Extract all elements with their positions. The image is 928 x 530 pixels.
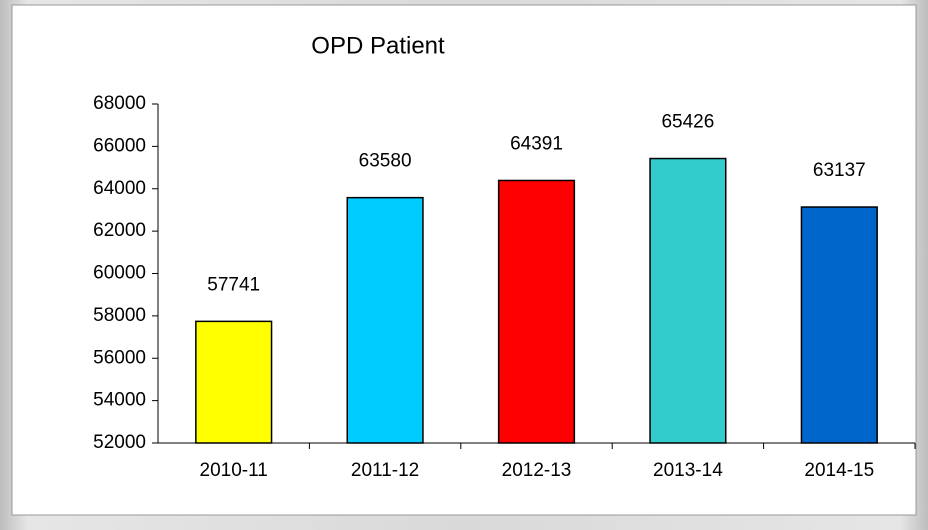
x-tick-label: 2012-13 — [502, 460, 572, 481]
value-label: 63580 — [359, 151, 412, 172]
chart-title: OPD Patient — [311, 32, 445, 59]
value-label: 65426 — [661, 112, 714, 133]
y-tick-label: 56000 — [93, 347, 146, 368]
bar — [800, 206, 878, 444]
x-tick-label: 2014-15 — [804, 460, 874, 481]
x-tick-label: 2011-12 — [351, 460, 419, 481]
y-tick-label: 60000 — [93, 263, 146, 284]
bar — [649, 157, 727, 444]
y-tick-label: 66000 — [93, 135, 146, 156]
y-tick-label: 58000 — [93, 305, 146, 326]
value-label: 63137 — [813, 160, 866, 181]
chart-area — [11, 4, 917, 516]
x-tick-label: 2013-14 — [653, 460, 723, 481]
value-label: 57741 — [207, 274, 260, 295]
value-label: 64391 — [510, 133, 563, 154]
bar — [497, 179, 576, 444]
y-tick-label: 62000 — [93, 220, 146, 241]
bar — [195, 320, 273, 444]
y-tick-label: 64000 — [93, 178, 146, 199]
bar — [346, 196, 424, 444]
x-tick-label: 2010-11 — [200, 460, 268, 481]
y-tick-label: 68000 — [93, 93, 146, 114]
y-tick-label: 54000 — [93, 390, 146, 411]
y-tick-label: 52000 — [93, 432, 146, 453]
